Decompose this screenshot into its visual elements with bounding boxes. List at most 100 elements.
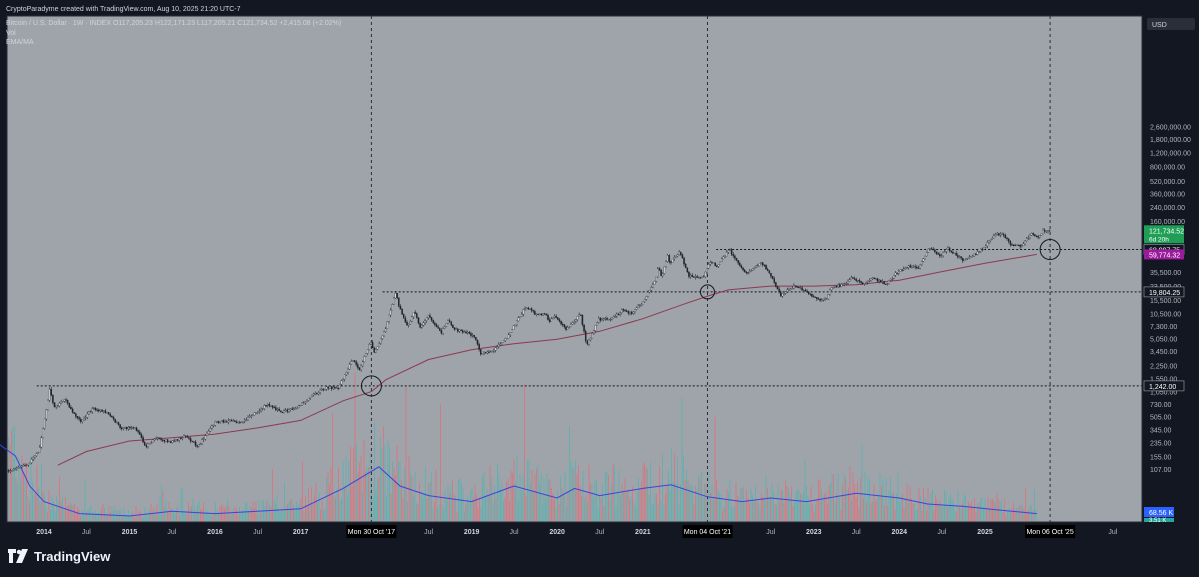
candle-body	[343, 374, 346, 380]
tradingview-logo[interactable]: TradingView	[8, 546, 110, 566]
indicator-ema-label[interactable]: EMA/MA	[6, 39, 34, 46]
candle-body	[980, 248, 982, 252]
volume-bar	[236, 508, 237, 522]
candle-body	[370, 341, 372, 345]
candle-body	[965, 258, 967, 260]
attribution-text: CryptoParadyme created with TradingView.…	[6, 6, 241, 13]
volume-bar	[927, 487, 929, 522]
volume-bar	[243, 508, 245, 522]
candle-body	[588, 339, 590, 345]
volume-bar	[473, 497, 474, 522]
volume-bar	[584, 499, 585, 522]
volume-bar	[774, 503, 776, 522]
candle-body	[399, 306, 402, 310]
candle-body	[589, 338, 592, 341]
candle-body	[32, 457, 34, 460]
volume-bar	[422, 498, 423, 522]
candle-body	[753, 267, 756, 269]
candle-body	[191, 440, 193, 442]
candle-body	[396, 293, 398, 299]
volume-bar	[632, 486, 633, 522]
candle-body	[635, 307, 638, 310]
volume-bar	[537, 464, 539, 522]
candle-body	[868, 280, 871, 282]
candle-body	[161, 439, 164, 441]
volume-bar	[861, 445, 863, 522]
candle-body	[476, 339, 479, 345]
candle-body	[573, 321, 575, 323]
volume-bar	[294, 510, 296, 522]
volume-bar	[1022, 504, 1023, 522]
candle-body	[758, 263, 761, 267]
volume-bar	[995, 502, 996, 522]
volume-bar	[314, 495, 315, 522]
candle-body	[355, 361, 357, 365]
candle-body	[1011, 244, 1013, 246]
candle-body	[53, 402, 56, 408]
candle-body	[801, 287, 803, 291]
price-tick-label: 3,450.00	[1150, 349, 1177, 356]
volume-bar	[695, 486, 696, 522]
volume-bar	[99, 511, 101, 522]
volume-bar	[401, 479, 402, 522]
volume-bar	[174, 511, 176, 522]
volume-bar	[305, 496, 306, 522]
volume-bar	[53, 501, 54, 522]
candle-body	[816, 297, 818, 299]
candle-body	[712, 262, 715, 264]
indicator-vol-label[interactable]: Vol	[6, 30, 16, 37]
volume-bar	[108, 505, 110, 522]
volume-bar	[291, 499, 293, 522]
candle-body	[247, 417, 249, 420]
candle-body	[442, 328, 444, 334]
candle-body	[898, 271, 900, 274]
candle-body	[630, 312, 633, 314]
candle-body	[184, 435, 187, 437]
volume-bar	[761, 493, 762, 522]
candle-body	[762, 262, 764, 265]
volume-bar	[11, 430, 12, 522]
candle-body	[704, 271, 707, 277]
candle-body	[158, 437, 161, 439]
volume-bar	[906, 484, 908, 522]
tradingview-logo-icon	[8, 549, 28, 563]
candle-body	[991, 238, 994, 240]
candle-body	[235, 421, 238, 423]
volume-bar	[504, 497, 506, 522]
price-tick-label: 5,050.00	[1150, 336, 1177, 343]
candle-body	[971, 255, 974, 257]
candle-body	[335, 387, 338, 389]
volume-bar	[93, 514, 95, 522]
candle-body	[757, 265, 759, 267]
candle-body	[124, 427, 126, 429]
volume-bar	[125, 514, 126, 522]
candle-body	[334, 387, 336, 389]
candle-body	[458, 329, 461, 332]
price-badge-label: 59,774.32	[1149, 252, 1180, 259]
candle-body	[22, 464, 25, 467]
volume-bar	[615, 507, 617, 522]
volume-bar	[788, 489, 789, 522]
volume-bar	[585, 494, 587, 522]
candle-body	[263, 405, 266, 409]
candle-body	[424, 320, 426, 324]
volume-bar	[470, 490, 471, 522]
volume-bar	[621, 484, 623, 522]
candle-body	[361, 361, 364, 367]
volume-bar	[998, 500, 999, 522]
candle-body	[68, 403, 71, 408]
volume-bar	[533, 490, 534, 522]
candle-body	[637, 305, 639, 308]
volume-bar	[411, 476, 413, 522]
candle-body	[16, 467, 18, 469]
candle-body	[752, 268, 754, 271]
candles	[6, 228, 1051, 474]
volume-bar	[702, 494, 704, 522]
candle-body	[627, 311, 630, 314]
price-tick-label: 7,300.00	[1150, 324, 1177, 331]
volume-bar	[47, 512, 48, 522]
candle-body	[24, 464, 26, 467]
candle-body	[673, 257, 675, 260]
volume-bar	[360, 455, 362, 522]
